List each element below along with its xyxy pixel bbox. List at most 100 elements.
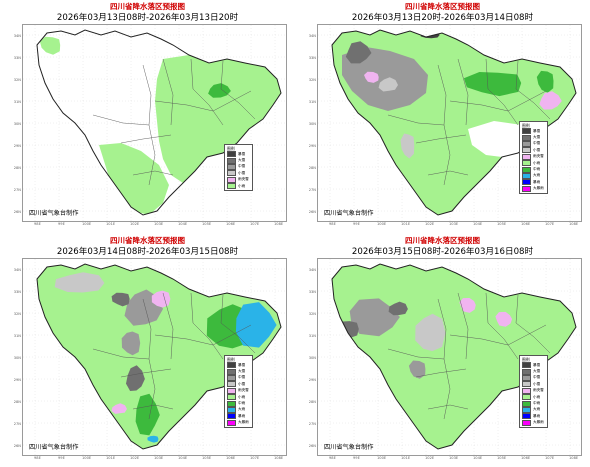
heavy-snow-area [126,365,145,391]
longitude-tick-label: 102E [130,456,140,460]
legend-title: 图例 [227,146,235,151]
latitude-tick-label: 30N [13,122,21,126]
moderate-snow-area [342,47,428,111]
longitude-tick-label: 107E [545,222,555,226]
legend-label: 大雪 [533,135,541,140]
forecast-period: 2026年03月13日20时-2026年03月14日08时 [351,13,534,23]
latitude-tick-label: 27N [308,188,316,192]
legend-label: 小雪 [533,147,541,152]
longitude-tick-label: 108E [569,222,579,226]
map-title: 四川省降水落区预报图 [405,2,480,11]
longitude-tick-label: 99E [353,222,360,226]
city-boundary [449,90,547,112]
city-boundary [427,404,469,410]
legend-item: 暴雨 [227,413,251,420]
light-snow-area [400,133,415,159]
longitude-tick-label: 107E [250,222,260,226]
forecast-period: 2026年03月14日08时-2026年03月15日08时 [56,247,239,257]
forecast-map-panel: 四川省降水落区预报图 2026年03月13日20时-2026年03月14日08时 3… [295,0,590,233]
legend-label: 暴雪 [533,128,541,133]
moderate-rain-area [536,70,554,93]
longitude-tick-label: 103E [449,222,459,226]
city-boundary [162,292,174,360]
longitude-tick-label: 99E [58,456,65,460]
light-snow-area [415,313,446,352]
legend-swatch [227,400,236,407]
latitude-tick-label: 31N [308,100,316,104]
latitude-tick-label: 28N [13,400,21,404]
map-legend: 图例 暴雪 大雪 中雪 小雪 雨夹雪 小雨 中雨 大雨 暴雨 大暴雨 [224,355,253,428]
legend-item: 暴雪 [227,151,251,158]
longitude-tick-label: 98E [34,222,41,226]
sleet-area [459,298,476,313]
legend-label: 中雪 [533,141,541,146]
city-boundary [449,324,547,346]
longitude-tick-label: 102E [425,456,435,460]
legend-label: 大暴雨 [238,420,249,425]
latitude-tick-label: 28N [308,166,316,170]
legend-label: 中雪 [238,375,246,380]
moderate-rain-area [463,72,522,97]
legend-label: 大雨 [533,173,541,178]
longitude-tick-label: 105E [202,456,212,460]
legend-swatch [522,172,531,179]
heavy-rain-area [235,302,277,348]
legend-label: 暴雪 [238,151,246,156]
city-boundary [154,324,252,346]
legend-item: 中雨 [227,400,251,407]
legend-item: 小雨 [522,160,546,167]
latitude-tick-label: 33N [13,56,21,60]
longitude-tick-label: 107E [250,456,260,460]
legend-label: 雨夹雪 [533,154,544,159]
city-boundary [220,294,256,354]
longitude-tick-label: 101E [106,456,116,460]
latitude-tick-label: 29N [308,144,316,148]
latitude-tick-label: 26N [308,444,316,448]
longitude-tick-label: 101E [106,222,116,226]
legend-item: 小雪 [227,170,251,177]
longitude-tick-label: 101E [401,222,411,226]
longitude-tick-label: 107E [545,456,555,460]
latitude-tick-label: 30N [13,356,21,360]
latitude-tick-label: 30N [308,356,316,360]
latitude-tick-label: 27N [13,422,21,426]
legend-label: 大雨 [533,407,541,412]
longitude-tick-label: 103E [154,456,164,460]
forecast-map-panel: 四川省降水落区预报图 2026年03月14日08时-2026年03月15日08时 3… [0,234,295,467]
heavy-snow-area [388,301,408,316]
map-title: 四川省降水落区预报图 [110,236,185,245]
longitude-tick-label: 100E [82,456,92,460]
legend-item: 小雨 [227,183,251,190]
legend-swatch [522,185,531,192]
legend-item: 雨夹雪 [522,387,546,394]
light-rain-area [155,55,281,183]
legend-item: 中雪 [227,374,251,381]
city-boundary [485,58,519,126]
longitude-tick-label: 106E [226,456,236,460]
longitude-tick-label: 105E [497,456,507,460]
longitude-tick-label: 99E [58,222,65,226]
city-boundary [515,60,551,120]
map-legend: 图例 暴雪 大雪 中雪 小雪 雨夹雪 小雨 中雨 大雨 暴雨 大暴雨 [519,121,548,194]
legend-item: 小雪 [522,381,546,388]
latitude-tick-label: 26N [13,444,21,448]
legend-item: 暴雨 [522,179,546,186]
legend-swatch [522,179,531,186]
city-boundary [120,368,172,378]
sleet-area [539,91,562,110]
legend-swatch [522,406,531,413]
legend-label: 大雪 [533,369,541,374]
city-boundary [415,134,467,144]
legend-swatch [522,153,531,160]
light-rain-area [220,67,251,85]
longitude-tick-label: 98E [329,456,336,460]
legend-item: 雨夹雪 [522,153,546,160]
longitude-tick-label: 98E [329,222,336,226]
city-boundary [120,134,172,144]
city-boundary [162,58,174,126]
legend-swatch [227,419,236,426]
legend-item: 暴雪 [227,362,251,369]
city-boundary [485,292,519,360]
legend-swatch [227,381,236,388]
legend-title: 图例 [227,357,235,362]
